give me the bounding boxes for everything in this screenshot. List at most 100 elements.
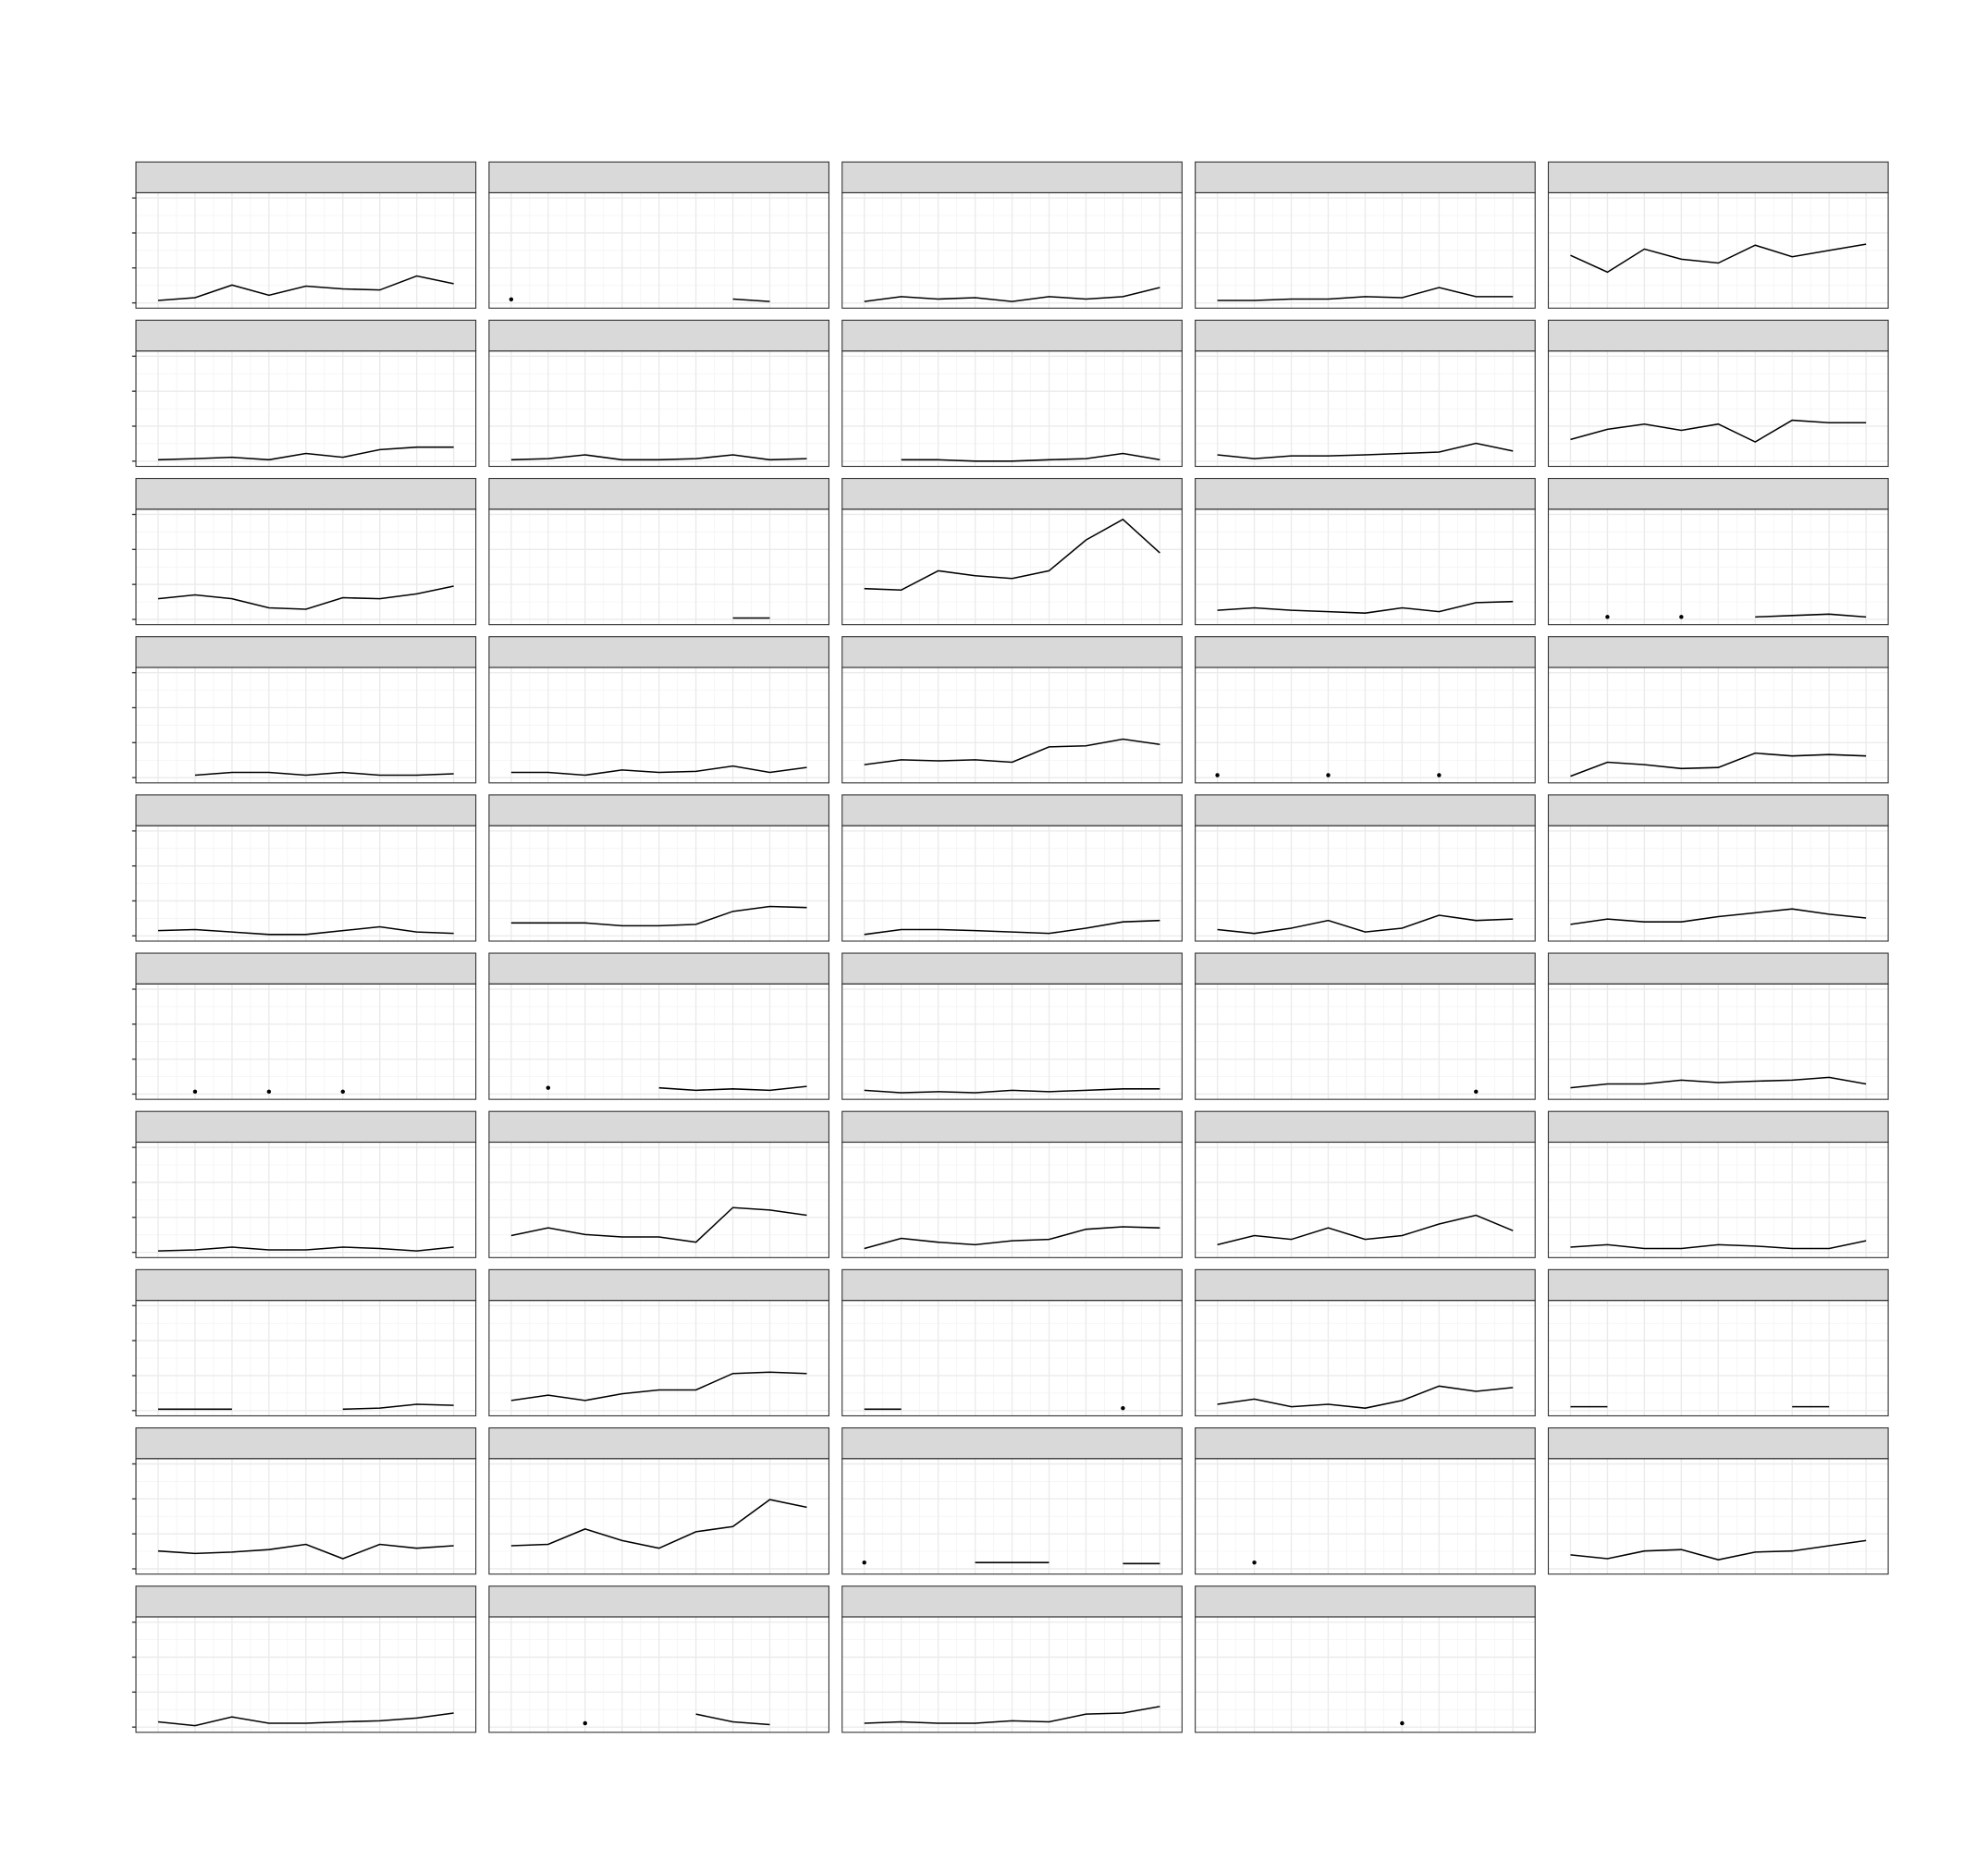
panel-border [1195,1458,1536,1575]
series-line [1570,908,1867,925]
panel-border [1547,191,1889,309]
point [1437,773,1442,777]
series-line [157,585,454,610]
facet-strip [135,1585,477,1618]
facet-strip [1547,794,1889,826]
series-line [864,1088,1160,1094]
series-line [342,1403,454,1411]
panel-border [1547,667,1889,784]
series-line [510,765,807,777]
panel-border [135,508,477,626]
facet-strip [1195,1110,1536,1144]
point [509,297,514,302]
panel-border [135,191,477,309]
facet-strip [841,477,1183,510]
point [1474,1089,1479,1095]
point [862,1560,866,1565]
facet-strip [1547,1268,1889,1302]
series-line [864,287,1160,302]
panel-border [135,1141,477,1258]
series-line [1217,1385,1514,1409]
point [1252,1560,1257,1565]
panel-border [1195,191,1536,309]
facet-strip [1547,636,1889,668]
series-line [510,454,807,461]
series-line [1570,419,1867,443]
facet-strip [841,1268,1183,1302]
facet-strip [135,1110,477,1144]
series-line [1755,613,1867,618]
facet-strip [1547,477,1889,510]
facet-strip [841,319,1183,352]
facet-strip [1195,319,1536,352]
facet-strip [1195,1268,1536,1302]
series-line [194,771,454,777]
series-line [510,1499,807,1549]
facet-strip [1195,952,1536,985]
facet-strip [1195,636,1536,668]
facet-strip [488,636,830,668]
panel-border [135,983,477,1100]
panel-border [1547,508,1889,626]
series-line [510,1371,807,1402]
series-line [157,446,454,461]
panel-border [488,825,830,942]
panel-border [488,1616,830,1733]
series-line [864,919,1160,936]
series-line [1570,1539,1867,1561]
facet-strip [135,952,477,985]
panel-border [488,191,830,309]
series-line [1570,1076,1867,1089]
panel-border [841,508,1183,626]
point [1400,1720,1405,1726]
facet-strip [1547,1426,1889,1460]
series-line [1217,914,1514,935]
facet-strip [488,161,830,194]
panel-border [1195,667,1536,784]
panel-border [488,350,830,468]
panel-border [1547,983,1889,1100]
panel-border [841,1141,1183,1258]
facet-strip [488,1585,830,1618]
panel-border [1547,350,1889,468]
series-line [1570,1240,1867,1250]
panel-border [1195,1141,1536,1258]
series-line [901,452,1160,462]
panel-border [1195,350,1536,468]
facet-strip [841,794,1183,826]
point [1121,1405,1125,1411]
panel-border [488,667,830,784]
panel-border [1195,825,1536,942]
series-line [157,1712,454,1727]
panel-border [1195,1616,1536,1733]
facet-strip [135,794,477,826]
panel-border [841,1300,1183,1417]
point [340,1089,345,1095]
series-line [1217,600,1514,614]
series-line [864,518,1160,591]
point [192,1089,198,1095]
facet-strip [1195,1426,1536,1460]
point [266,1089,272,1095]
point [546,1085,551,1090]
series-line [1570,243,1867,274]
facet-strip [841,952,1183,985]
panel-border [1195,1300,1536,1417]
facet-strip [841,1585,1183,1618]
series-line [510,905,807,927]
facet-strip [488,1426,830,1460]
facet-strip [841,1110,1183,1144]
panel-border [841,1616,1183,1733]
panel-border [841,667,1183,784]
panel-border [488,983,830,1100]
facet-strip [488,477,830,510]
series-line [732,298,770,302]
panel-border [1547,825,1889,942]
point [1605,615,1610,619]
panel-border [841,983,1183,1100]
facet-strip [1195,1585,1536,1618]
facet-strip [135,1426,477,1460]
series-line [157,925,454,936]
facet-strip [1195,161,1536,194]
